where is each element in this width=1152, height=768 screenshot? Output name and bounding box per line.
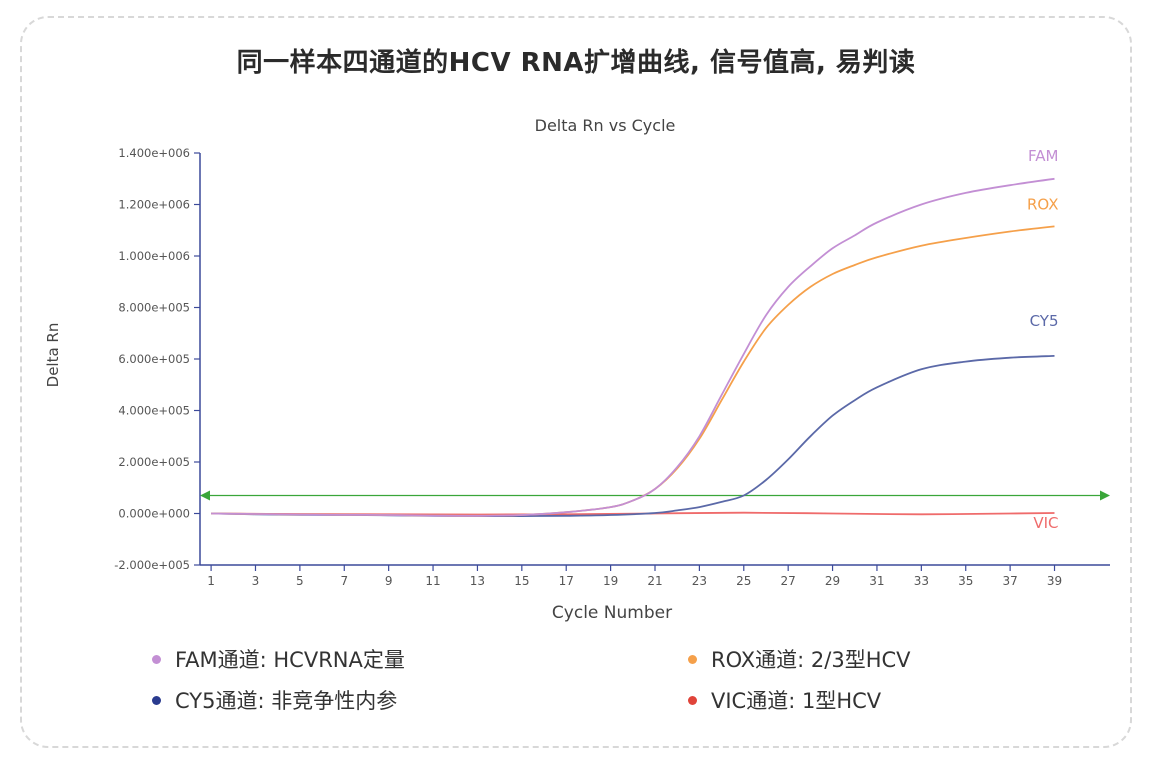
y-tick-label: 1.400e+006 — [118, 146, 190, 160]
x-tick-label: 17 — [559, 574, 574, 588]
x-tick-label: 35 — [958, 574, 973, 588]
x-tick-label: 11 — [425, 574, 440, 588]
legend-item-vic: VIC通道: 1型HCV — [688, 685, 881, 715]
legend-label-cy5: CY5通道: 非竞争性内参 — [175, 689, 398, 713]
series-label-cy5: CY5 — [1030, 312, 1059, 330]
x-tick-label: 31 — [869, 574, 884, 588]
x-tick-label: 13 — [470, 574, 485, 588]
threshold-arrow-left — [200, 490, 210, 501]
page-title: 同一样本四通道的HCV RNA扩增曲线, 信号值高, 易判读 — [236, 48, 916, 78]
y-tick-label: 0.000e+000 — [118, 507, 190, 521]
x-tick-label: 27 — [781, 574, 796, 588]
y-tick-label: 8.000e+005 — [118, 301, 190, 315]
x-tick-label: 25 — [736, 574, 751, 588]
x-tick-label: 1 — [207, 574, 215, 588]
legend-item-cy5: CY5通道: 非竞争性内参 — [152, 685, 397, 715]
x-tick-label: 7 — [340, 574, 348, 588]
legend-dot-vic — [688, 695, 697, 705]
x-tick-label: 19 — [603, 574, 618, 588]
series-label-rox: ROX — [1027, 195, 1059, 213]
legend-dot-cy5 — [152, 695, 161, 705]
series-label-vic: VIC — [1033, 514, 1058, 532]
x-tick-label: 37 — [1002, 574, 1017, 588]
axes: -2.000e+005 0.000e+000 2.000e+005 4.000e+00… — [114, 146, 1110, 588]
series-labels: FAM ROX CY5 VIC — [1027, 147, 1059, 532]
y-tick-label: -2.000e+005 — [114, 558, 190, 572]
legend-item-rox: ROX通道: 2/3型HCV — [688, 644, 911, 674]
x-tick-label: 23 — [692, 574, 707, 588]
y-tick-label: 2.000e+005 — [118, 455, 190, 469]
legend-label-rox: ROX通道: 2/3型HCV — [711, 648, 911, 672]
threshold-arrow-right — [1100, 490, 1110, 501]
x-tick-label: 39 — [1047, 574, 1062, 588]
series-line-cy5 — [211, 355, 1055, 517]
chart-title: Delta Rn vs Cycle — [535, 116, 676, 135]
y-tick-label: 1.000e+006 — [118, 249, 190, 263]
legend-item-fam: FAM通道: HCVRNA定量 — [152, 644, 405, 674]
legend-label-fam: FAM通道: HCVRNA定量 — [175, 648, 405, 672]
x-tick-label: 21 — [647, 574, 662, 588]
chart-card — [20, 16, 1132, 748]
y-tick-label: 6.000e+005 — [118, 352, 190, 366]
x-tick-label: 3 — [252, 574, 260, 588]
series-lines — [211, 177, 1055, 517]
x-tick-label: 9 — [385, 574, 393, 588]
series-line-fam — [211, 177, 1055, 517]
legend-dot-rox — [688, 654, 697, 664]
y-tick-label: 1.200e+006 — [118, 198, 190, 212]
x-tick-label: 15 — [514, 574, 529, 588]
threshold-line — [200, 490, 1110, 501]
y-axis-label: Delta Rn — [44, 323, 62, 388]
legend-label-vic: VIC通道: 1型HCV — [711, 689, 882, 713]
legend-dot-fam — [152, 654, 161, 664]
series-label-fam: FAM — [1028, 147, 1058, 165]
y-tick-label: 4.000e+005 — [118, 404, 190, 418]
x-axis-label: Cycle Number — [552, 603, 672, 623]
x-tick-label: 5 — [296, 574, 304, 588]
x-tick-label: 33 — [914, 574, 929, 588]
x-tick-label: 29 — [825, 574, 840, 588]
series-line-rox — [211, 225, 1055, 517]
